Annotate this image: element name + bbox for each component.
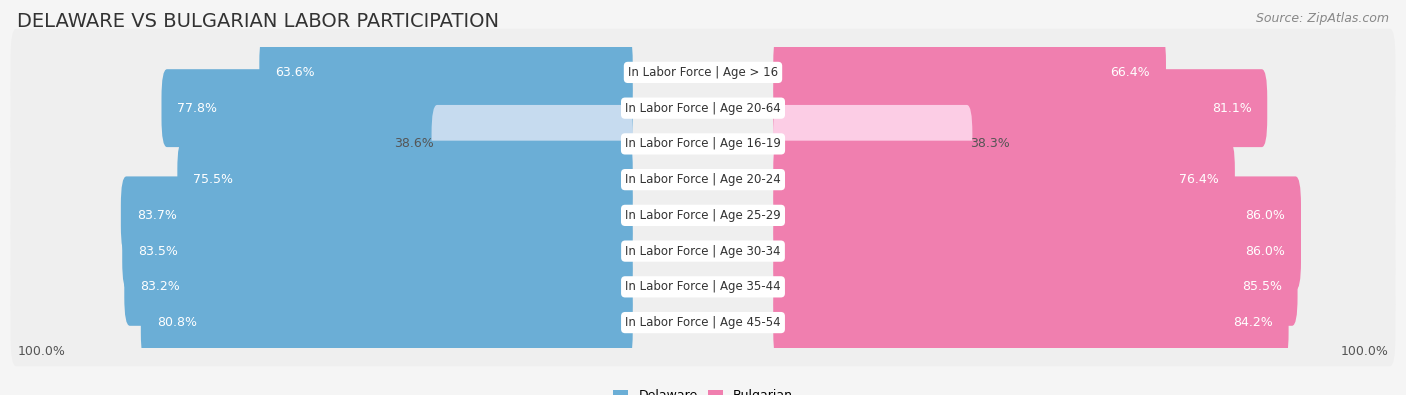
Text: 80.8%: 80.8%: [156, 316, 197, 329]
Legend: Delaware, Bulgarian: Delaware, Bulgarian: [609, 384, 797, 395]
Text: 83.2%: 83.2%: [141, 280, 180, 293]
FancyBboxPatch shape: [773, 141, 1234, 218]
Text: In Labor Force | Age 20-64: In Labor Force | Age 20-64: [626, 102, 780, 115]
FancyBboxPatch shape: [11, 243, 1395, 331]
Text: 38.3%: 38.3%: [970, 137, 1010, 150]
FancyBboxPatch shape: [162, 69, 633, 147]
Text: 77.8%: 77.8%: [177, 102, 218, 115]
FancyBboxPatch shape: [11, 100, 1395, 188]
Text: 85.5%: 85.5%: [1241, 280, 1282, 293]
FancyBboxPatch shape: [11, 136, 1395, 223]
Text: 84.2%: 84.2%: [1233, 316, 1272, 329]
Text: DELAWARE VS BULGARIAN LABOR PARTICIPATION: DELAWARE VS BULGARIAN LABOR PARTICIPATIO…: [17, 12, 499, 31]
Text: In Labor Force | Age 25-29: In Labor Force | Age 25-29: [626, 209, 780, 222]
Text: In Labor Force | Age 30-34: In Labor Force | Age 30-34: [626, 245, 780, 258]
Text: In Labor Force | Age > 16: In Labor Force | Age > 16: [628, 66, 778, 79]
FancyBboxPatch shape: [11, 207, 1395, 295]
FancyBboxPatch shape: [11, 279, 1395, 366]
Text: 38.6%: 38.6%: [394, 137, 433, 150]
Text: In Labor Force | Age 45-54: In Labor Force | Age 45-54: [626, 316, 780, 329]
Text: In Labor Force | Age 20-24: In Labor Force | Age 20-24: [626, 173, 780, 186]
FancyBboxPatch shape: [773, 177, 1301, 254]
FancyBboxPatch shape: [773, 248, 1298, 326]
Text: 83.7%: 83.7%: [136, 209, 177, 222]
FancyBboxPatch shape: [773, 284, 1289, 361]
Text: 63.6%: 63.6%: [276, 66, 315, 79]
FancyBboxPatch shape: [177, 141, 633, 218]
Text: 86.0%: 86.0%: [1246, 245, 1285, 258]
FancyBboxPatch shape: [432, 105, 633, 183]
Text: In Labor Force | Age 35-44: In Labor Force | Age 35-44: [626, 280, 780, 293]
FancyBboxPatch shape: [11, 64, 1395, 152]
Text: 83.5%: 83.5%: [138, 245, 179, 258]
Text: In Labor Force | Age 16-19: In Labor Force | Age 16-19: [626, 137, 780, 150]
FancyBboxPatch shape: [11, 172, 1395, 259]
FancyBboxPatch shape: [124, 248, 633, 326]
Text: 100.0%: 100.0%: [1340, 345, 1389, 358]
Text: 75.5%: 75.5%: [193, 173, 233, 186]
FancyBboxPatch shape: [259, 34, 633, 111]
Text: 81.1%: 81.1%: [1212, 102, 1251, 115]
FancyBboxPatch shape: [773, 212, 1301, 290]
FancyBboxPatch shape: [141, 284, 633, 361]
Text: Source: ZipAtlas.com: Source: ZipAtlas.com: [1256, 12, 1389, 25]
FancyBboxPatch shape: [121, 177, 633, 254]
Text: 66.4%: 66.4%: [1111, 66, 1150, 79]
Text: 86.0%: 86.0%: [1246, 209, 1285, 222]
FancyBboxPatch shape: [11, 29, 1395, 116]
FancyBboxPatch shape: [773, 105, 973, 183]
Text: 76.4%: 76.4%: [1180, 173, 1219, 186]
FancyBboxPatch shape: [773, 34, 1166, 111]
FancyBboxPatch shape: [122, 212, 633, 290]
Text: 100.0%: 100.0%: [17, 345, 66, 358]
FancyBboxPatch shape: [773, 69, 1267, 147]
